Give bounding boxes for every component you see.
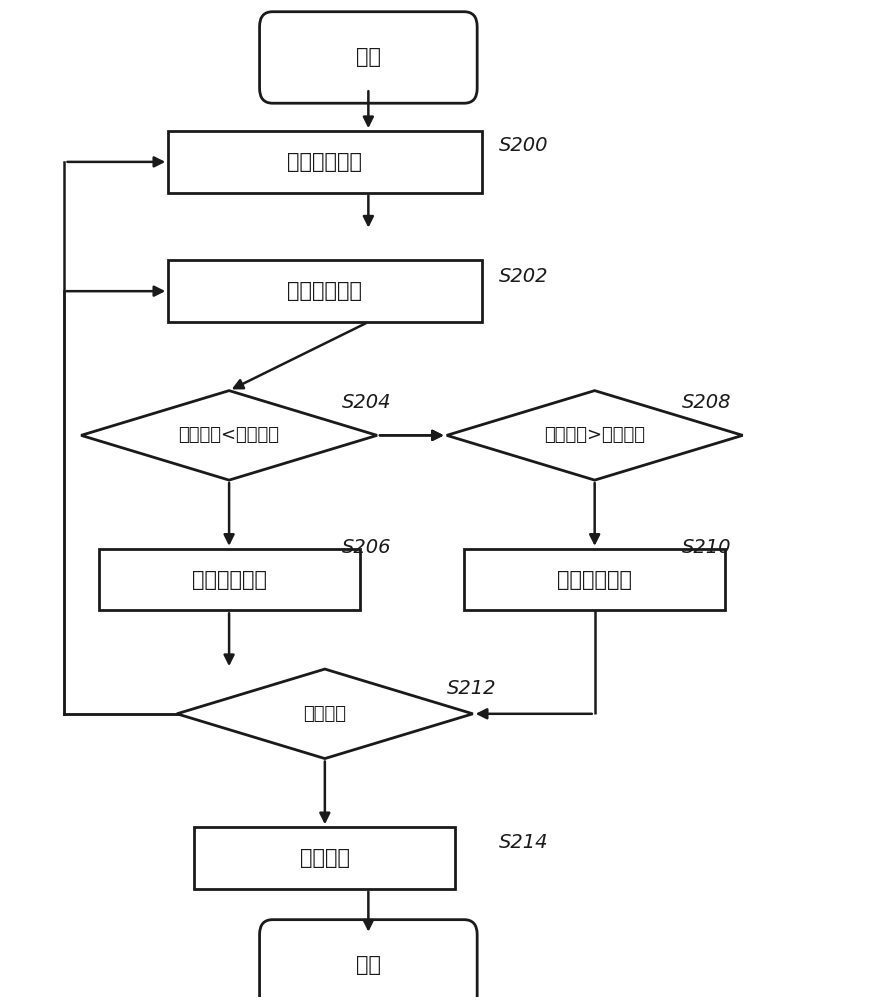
Text: 开始: 开始 bbox=[356, 47, 381, 67]
Text: 调慢音乐节奏: 调慢音乐节奏 bbox=[557, 570, 632, 590]
Text: 获取目标步率: 获取目标步率 bbox=[287, 152, 363, 172]
Text: S210: S210 bbox=[682, 538, 731, 557]
Text: S200: S200 bbox=[499, 136, 548, 155]
Text: S202: S202 bbox=[499, 267, 548, 286]
Text: S206: S206 bbox=[343, 538, 392, 557]
Text: S212: S212 bbox=[447, 679, 496, 698]
Text: 结束: 结束 bbox=[356, 955, 381, 975]
Text: S204: S204 bbox=[343, 393, 392, 412]
Text: 调快音乐节奏: 调快音乐节奏 bbox=[192, 570, 266, 590]
Text: 提示用户: 提示用户 bbox=[300, 848, 350, 868]
Text: 当前歗率>目标步率: 当前歗率>目标步率 bbox=[544, 426, 646, 444]
Text: 当前步率<目标步率: 当前步率<目标步率 bbox=[179, 426, 279, 444]
Text: 计算当前步率: 计算当前步率 bbox=[287, 281, 363, 301]
Text: 锻炼结束: 锻炼结束 bbox=[303, 705, 346, 723]
Text: S214: S214 bbox=[499, 833, 548, 852]
Text: S208: S208 bbox=[682, 393, 731, 412]
